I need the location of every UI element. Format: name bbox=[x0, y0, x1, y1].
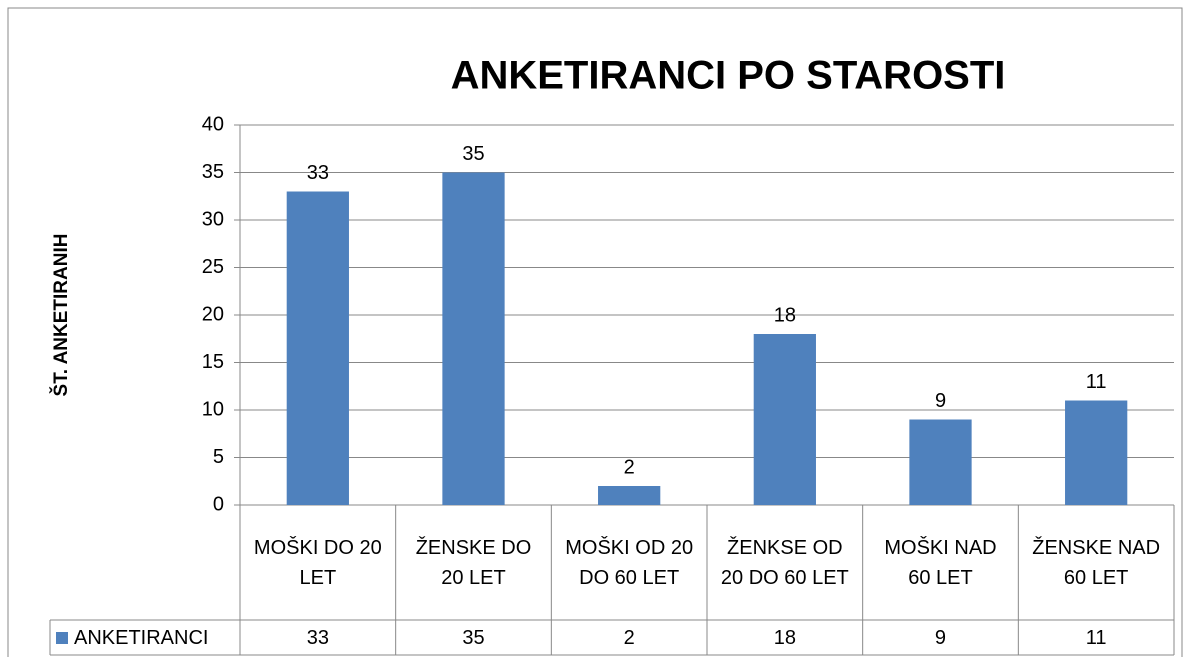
bar bbox=[598, 486, 661, 505]
table-value: 11 bbox=[1085, 626, 1107, 649]
legend-swatch bbox=[56, 632, 68, 644]
legend-label: ANKETIRANCI bbox=[74, 626, 209, 649]
x-tick-label: ŽENSKE DO 20 LET bbox=[415, 536, 532, 589]
data-label: 35 bbox=[462, 143, 484, 165]
y-axis-label: ŠT. ANKETIRANIH bbox=[50, 234, 72, 397]
table-value: 33 bbox=[306, 626, 329, 649]
data-label: 33 bbox=[307, 162, 329, 184]
chart-title: ANKETIRANCI PO STAROSTI bbox=[451, 54, 1006, 98]
bar bbox=[909, 419, 972, 505]
table-value: 2 bbox=[623, 626, 635, 649]
y-tick-label: 40 bbox=[202, 113, 224, 135]
y-tick-label: 35 bbox=[202, 161, 224, 183]
y-tick-label: 0 bbox=[213, 493, 224, 515]
data-label: 9 bbox=[935, 390, 946, 412]
bar bbox=[442, 172, 505, 505]
y-tick-label: 15 bbox=[202, 351, 224, 373]
x-tick-label: ŽENKSE OD 20 DO 60 LET bbox=[720, 536, 849, 589]
bar bbox=[753, 334, 816, 505]
data-label: 2 bbox=[624, 456, 635, 478]
y-tick-label: 5 bbox=[213, 446, 224, 468]
table-value: 35 bbox=[462, 626, 485, 649]
x-tick-label: MOŠKI NAD 60 LET bbox=[884, 536, 997, 589]
x-tick-label: MOŠKI DO 20 LET bbox=[253, 536, 382, 589]
bar bbox=[1065, 400, 1128, 505]
y-tick-label: 30 bbox=[202, 208, 224, 230]
y-tick-label: 20 bbox=[202, 303, 224, 325]
table-value: 9 bbox=[934, 626, 947, 649]
chart-border bbox=[7, 7, 1183, 657]
x-tick-label: MOŠKI OD 20 DO 60 LET bbox=[565, 536, 694, 589]
y-tick-label: 10 bbox=[202, 398, 224, 420]
y-tick-label: 25 bbox=[202, 256, 224, 278]
data-label: 18 bbox=[774, 304, 796, 326]
data-label: 11 bbox=[1086, 371, 1107, 393]
bar bbox=[286, 191, 349, 505]
x-tick-label: ŽENSKE NAD 60 LET bbox=[1032, 536, 1161, 589]
table-value: 18 bbox=[773, 626, 796, 649]
